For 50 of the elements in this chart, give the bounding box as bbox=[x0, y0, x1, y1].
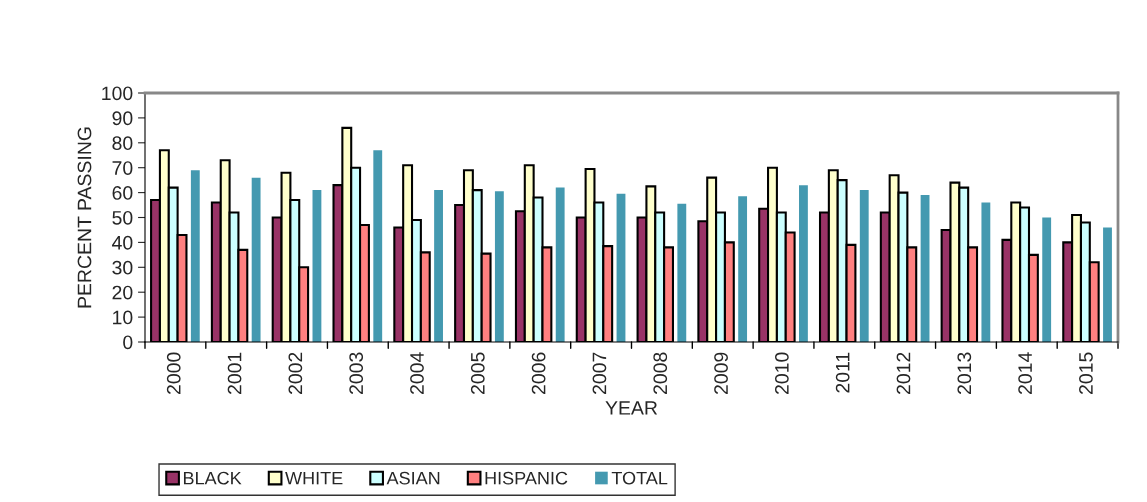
x-tick-label: 2005 bbox=[470, 352, 485, 394]
y-tick-label: 0 bbox=[123, 335, 133, 350]
bar bbox=[920, 195, 930, 342]
bar bbox=[859, 190, 869, 342]
legend-label: ASIAN bbox=[386, 471, 440, 485]
y-tick-label: 90 bbox=[112, 111, 133, 126]
legend-label: HISPANIC bbox=[485, 471, 568, 485]
bar bbox=[434, 190, 443, 342]
bar bbox=[1042, 217, 1052, 342]
x-tick-label: 2007 bbox=[592, 352, 607, 394]
y-tick-label: 100 bbox=[102, 86, 133, 101]
bar bbox=[494, 191, 504, 342]
x-tick-label: 2011 bbox=[835, 352, 850, 393]
legend-label: WHITE bbox=[285, 471, 343, 485]
y-tick-label: 10 bbox=[113, 310, 133, 325]
y-tick-label: 60 bbox=[112, 186, 133, 200]
x-tick-label: 2009 bbox=[714, 352, 728, 394]
bar bbox=[190, 170, 200, 342]
x-tick-label: 2003 bbox=[349, 352, 364, 394]
x-tick-label: 2004 bbox=[410, 352, 424, 394]
x-tick-label: 2013 bbox=[957, 352, 972, 394]
y-tick-label: 50 bbox=[112, 210, 133, 225]
x-tick-label: 2015 bbox=[1079, 352, 1093, 394]
x-tick-label: 2000 bbox=[166, 352, 181, 394]
y-tick-label: 30 bbox=[112, 260, 133, 275]
y-tick-label: 20 bbox=[112, 285, 133, 300]
x-tick-label: 2014 bbox=[1018, 352, 1032, 394]
bar bbox=[738, 196, 748, 342]
bar bbox=[1103, 227, 1112, 342]
x-tick-label: 2012 bbox=[896, 352, 911, 394]
x-tick-label: 2002 bbox=[288, 352, 303, 394]
x-axis-title: YEAR bbox=[605, 401, 658, 415]
x-tick-label: 2010 bbox=[774, 352, 789, 394]
y-axis-title: PERCENT PASSING bbox=[77, 127, 92, 308]
x-tick-label: 2008 bbox=[653, 352, 668, 394]
bar bbox=[799, 185, 808, 342]
bar bbox=[312, 190, 322, 342]
x-tick-label: 2006 bbox=[531, 352, 546, 394]
bar bbox=[373, 150, 383, 342]
bar bbox=[616, 193, 626, 342]
legend-label: BLACK bbox=[183, 471, 242, 485]
bar bbox=[981, 202, 991, 342]
y-tick-label: 40 bbox=[112, 235, 133, 250]
x-tick-label: 2001 bbox=[227, 352, 242, 394]
y-tick-label: 70 bbox=[112, 161, 133, 175]
y-tick-label: 80 bbox=[112, 136, 133, 151]
bar bbox=[677, 203, 687, 342]
bar bbox=[251, 177, 261, 342]
bar bbox=[555, 187, 565, 342]
legend-label: TOTAL bbox=[611, 471, 668, 485]
